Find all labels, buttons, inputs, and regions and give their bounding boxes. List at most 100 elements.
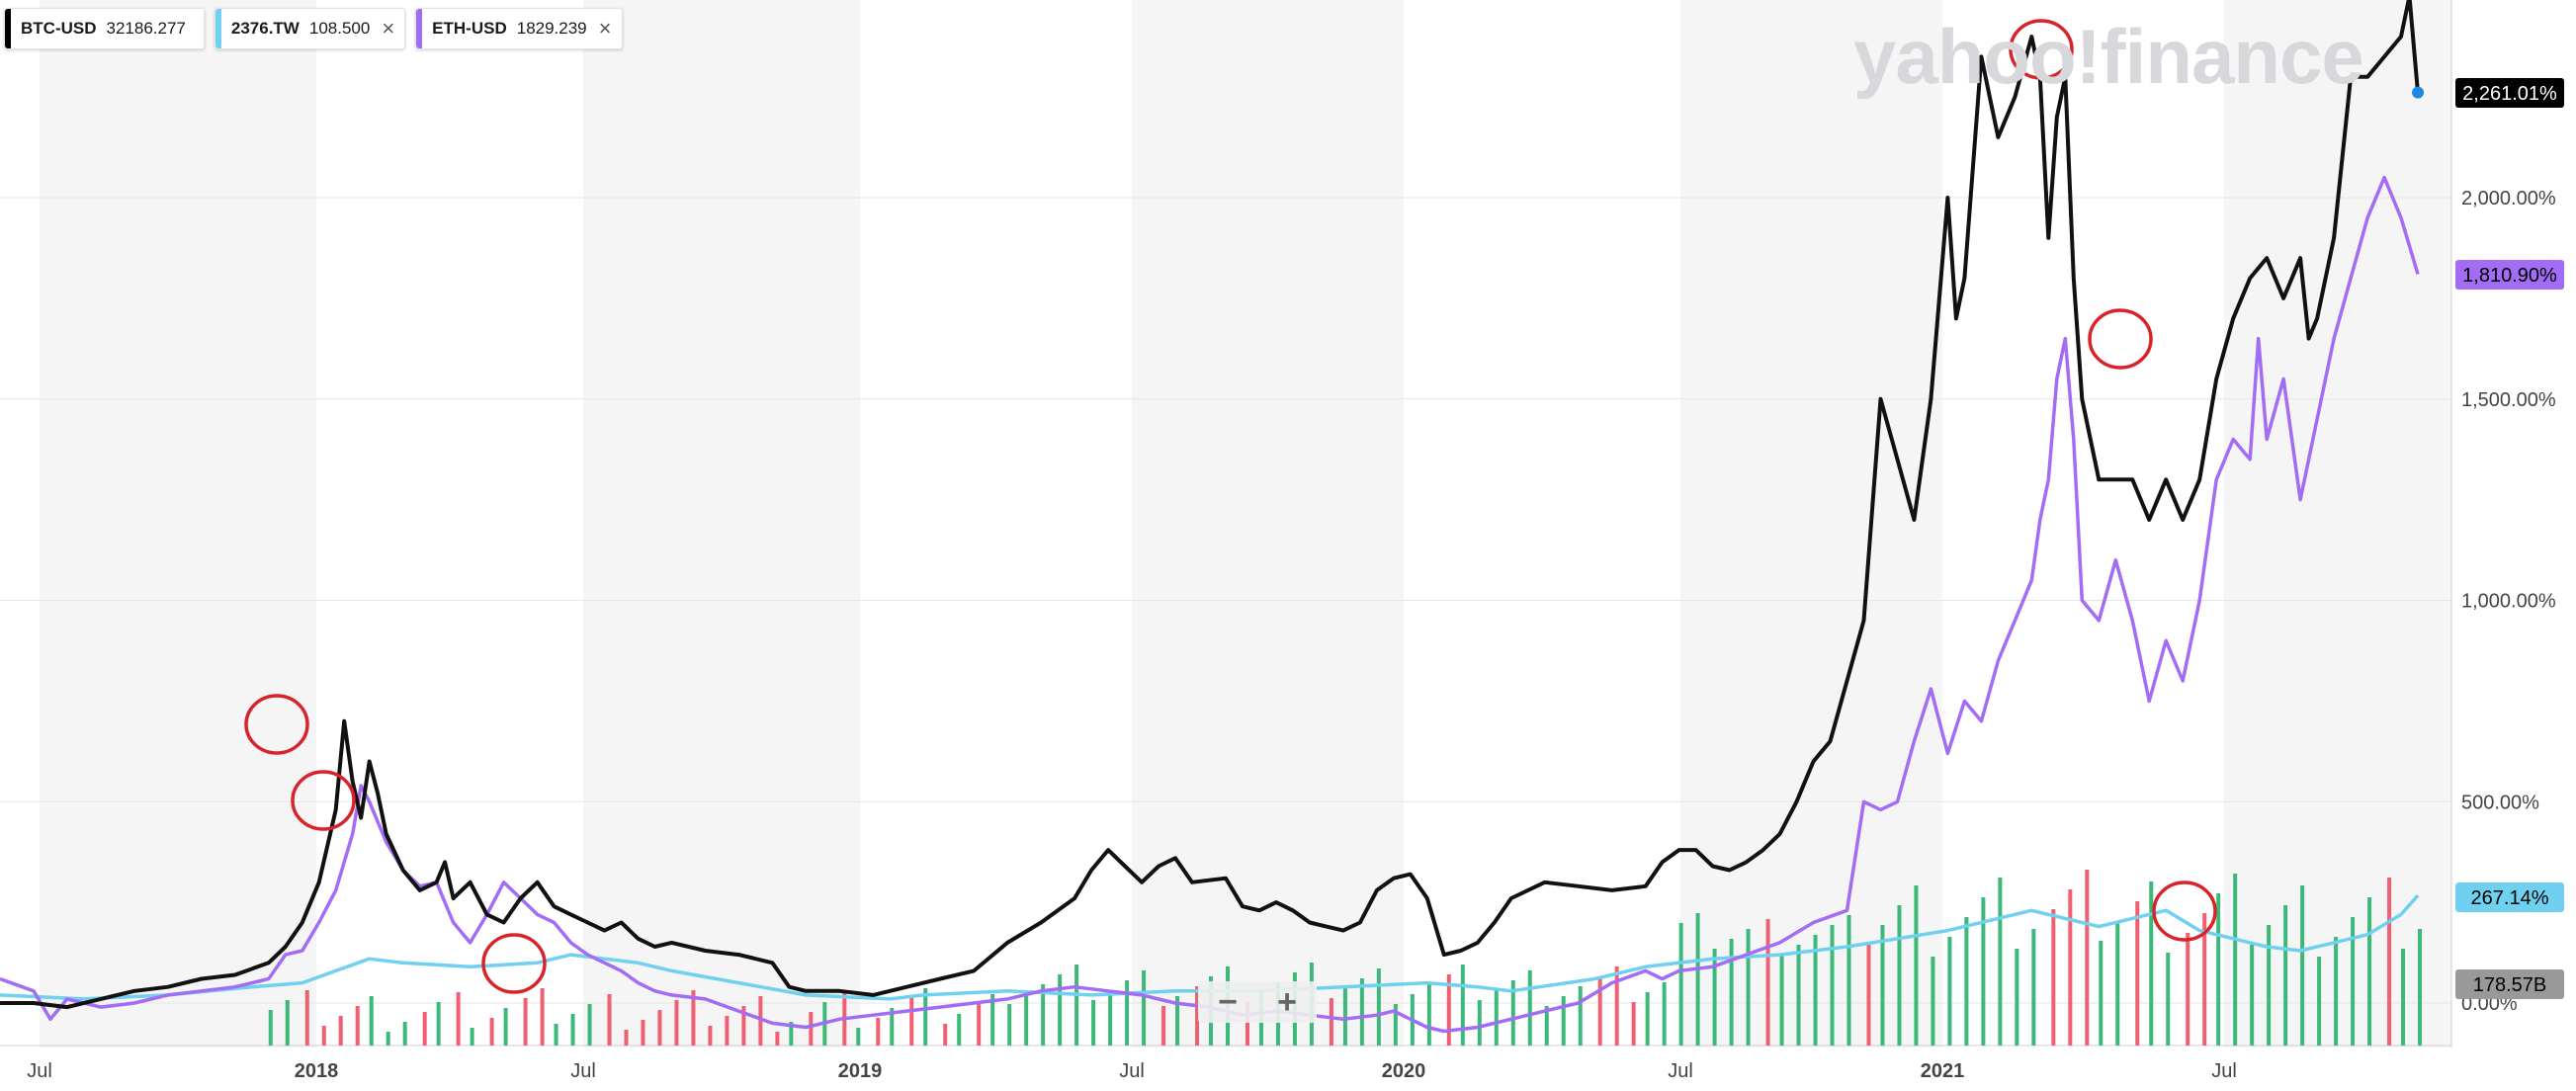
volume-bar-up bbox=[587, 1004, 592, 1046]
time-band bbox=[583, 0, 860, 1048]
volume-bar-up bbox=[1678, 923, 1683, 1046]
volume-bar-up bbox=[2149, 881, 2154, 1046]
volume-bar-down bbox=[2186, 933, 2190, 1046]
volume-bar-up bbox=[1544, 1006, 1549, 1046]
volume-bar-up bbox=[1024, 994, 1029, 1046]
legend: BTC-USD 32186.277 2376.TW 108.500 × ETH-… bbox=[4, 8, 623, 49]
volume-bar-down bbox=[674, 1000, 679, 1046]
volume-bar-down bbox=[607, 994, 612, 1046]
volume-bar-up bbox=[957, 1014, 962, 1046]
volume-bar-up bbox=[1108, 990, 1113, 1046]
volume-bar-up bbox=[285, 1000, 290, 1046]
volume-bar-up bbox=[1175, 996, 1180, 1046]
x-tick-label: Jul bbox=[1668, 1060, 1693, 1082]
time-band bbox=[40, 0, 316, 1048]
volume-bar-down bbox=[624, 1030, 629, 1046]
volume-bar-down bbox=[741, 1006, 746, 1046]
volume-bar-up bbox=[1880, 925, 1885, 1046]
volume-bar-up bbox=[1142, 970, 1147, 1046]
volume-bar-down bbox=[775, 1032, 780, 1046]
x-tick-label: Jul bbox=[570, 1060, 596, 1082]
volume-bar-down bbox=[1866, 945, 1871, 1046]
volume-bar-down bbox=[2202, 913, 2207, 1046]
volume-bar-up bbox=[1561, 996, 1566, 1046]
volume-bar-up bbox=[890, 1008, 895, 1046]
time-band bbox=[2224, 0, 2451, 1048]
annotation-circle bbox=[2152, 881, 2217, 942]
volume-bar-down bbox=[1446, 974, 1451, 1046]
annotation-circle bbox=[244, 694, 309, 755]
volume-bar-up bbox=[1712, 949, 1717, 1046]
volume-bar-up bbox=[1494, 990, 1499, 1046]
volume-bar-down bbox=[2068, 889, 2073, 1046]
legend-chip-btc[interactable]: BTC-USD 32186.277 bbox=[4, 8, 205, 49]
tw-last-tag: 267.14% bbox=[2471, 887, 2549, 909]
volume-bar-up bbox=[1830, 925, 1835, 1046]
close-icon[interactable]: × bbox=[382, 16, 395, 41]
volume-bar-down bbox=[2135, 901, 2140, 1046]
volume-bar-up bbox=[1897, 905, 1902, 1046]
volume-bar-down bbox=[691, 990, 696, 1046]
volume-bar-down bbox=[909, 998, 914, 1046]
volume-bar-down bbox=[304, 990, 309, 1046]
volume-bar-up bbox=[1578, 986, 1583, 1046]
last-value-tags: 2,261.01% 1,810.90% 267.14% 178.57B bbox=[2455, 78, 2564, 999]
volume-bar-up bbox=[1998, 878, 2003, 1046]
volume-bar-up bbox=[2334, 937, 2339, 1046]
volume-bar-up bbox=[1931, 957, 1935, 1046]
yahoo-finance-watermark: yahoo!finance bbox=[1853, 13, 2364, 100]
time-band bbox=[1680, 0, 1942, 1048]
volume-last-tag-bg bbox=[2455, 969, 2564, 999]
series-line-BTC-USD bbox=[0, 0, 2420, 1010]
volume-bar-down bbox=[725, 1016, 730, 1046]
volume-bar-up bbox=[1091, 1000, 1096, 1046]
volume-bar-down bbox=[1161, 1006, 1166, 1046]
volume-bar-down bbox=[641, 1020, 645, 1046]
btc-last-tag-bg bbox=[2455, 78, 2564, 108]
volume-bar-down bbox=[708, 1026, 713, 1046]
volume-bar-down bbox=[456, 992, 461, 1046]
volume-bar-up bbox=[2317, 957, 2322, 1046]
legend-value: 32186.277 bbox=[106, 19, 186, 38]
volume-bar-up bbox=[1125, 980, 1130, 1046]
y-tick-label: 1,500.00% bbox=[2461, 389, 2556, 411]
volume-bar-up bbox=[1376, 968, 1381, 1046]
zoom-in-button[interactable]: + bbox=[1277, 983, 1297, 1021]
volume-bar-up bbox=[2216, 893, 2221, 1046]
legend-chip-eth[interactable]: ETH-USD 1829.239 × bbox=[415, 8, 623, 49]
volume-bar-up bbox=[1695, 913, 1700, 1046]
volume-bar-up bbox=[1796, 945, 1801, 1046]
legend-symbol: ETH-USD bbox=[432, 19, 507, 38]
zoom-out-button[interactable]: − bbox=[1218, 983, 1238, 1021]
x-tick-label: 2021 bbox=[1921, 1060, 1965, 1082]
legend-value: 108.500 bbox=[308, 19, 371, 38]
volume-bar-up bbox=[1426, 984, 1431, 1046]
volume-bar-up bbox=[1007, 1004, 1012, 1046]
legend-chip-2376tw[interactable]: 2376.TW 108.500 × bbox=[214, 8, 406, 49]
volume-bar-down bbox=[1245, 1002, 1249, 1046]
volume-bar-up bbox=[1964, 917, 1969, 1046]
time-bands bbox=[40, 0, 2451, 1048]
volume-bar-down bbox=[876, 1018, 881, 1046]
volume-bar-up bbox=[2233, 874, 2238, 1046]
series-lines bbox=[0, 0, 2425, 1034]
volume-bar-up bbox=[1359, 978, 1364, 1046]
volume-bar-down bbox=[1195, 986, 1200, 1046]
annotation-circle bbox=[481, 933, 547, 994]
volume-bar-up bbox=[268, 1010, 273, 1046]
volume-bar-up bbox=[2166, 953, 2171, 1046]
volume-bar-down bbox=[809, 1012, 814, 1046]
volume-bar-down bbox=[338, 1016, 343, 1046]
volume-bar-up bbox=[2250, 945, 2255, 1046]
volume-bar-up bbox=[503, 1008, 508, 1046]
tw-last-tag-bg bbox=[2455, 882, 2564, 912]
volume-bar-down bbox=[321, 1026, 326, 1046]
volume-bar-up bbox=[570, 1014, 575, 1046]
volume-bar-up bbox=[789, 1022, 794, 1046]
close-icon[interactable]: × bbox=[598, 16, 612, 41]
volume-bar-up bbox=[1779, 955, 1784, 1046]
x-tick-label: Jul bbox=[2211, 1060, 2237, 1082]
volume-bar-down bbox=[2387, 878, 2392, 1046]
x-tick-label: Jul bbox=[27, 1060, 52, 1082]
